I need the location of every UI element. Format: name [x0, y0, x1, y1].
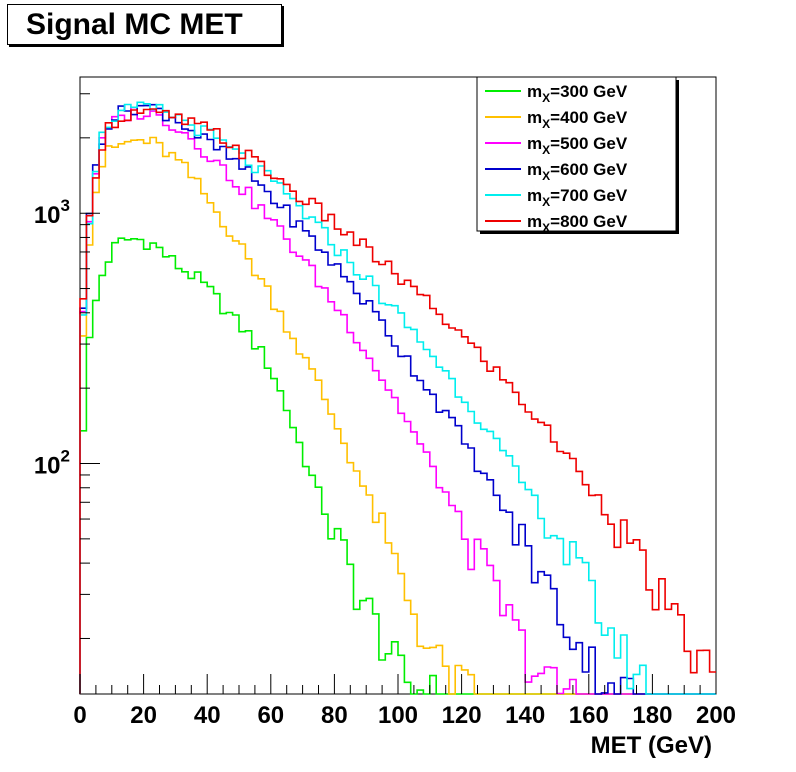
chart-title: Signal MC MET — [26, 8, 243, 41]
legend-entry-label: mX=300 GeV — [527, 82, 628, 105]
legend-box — [476, 76, 677, 232]
x-tick-label: 140 — [505, 702, 545, 729]
x-tick-label: 20 — [130, 702, 157, 729]
y-tick-label: 102 — [34, 447, 70, 480]
histogram-series-3 — [79, 106, 716, 695]
legend-entry-label: mX=700 GeV — [527, 186, 628, 209]
x-tick-label: 40 — [194, 702, 221, 729]
chart-title-box: Signal MC MET — [7, 4, 282, 45]
x-tick-label: 100 — [378, 702, 418, 729]
histogram-series-6 — [79, 108, 716, 694]
histogram-series-2 — [79, 136, 716, 695]
legend-entry-label: mX=800 GeV — [527, 212, 628, 235]
legend-entry-label: mX=400 GeV — [527, 108, 628, 131]
legend-entry-label: mX=600 GeV — [527, 160, 628, 183]
x-tick-label: 120 — [442, 702, 482, 729]
histogram-series-4 — [79, 103, 716, 695]
x-tick-label: 160 — [569, 702, 609, 729]
x-tick-label: 200 — [696, 702, 736, 729]
x-tick-label: 0 — [73, 702, 86, 729]
x-tick-label: 180 — [632, 702, 672, 729]
x-tick-label: 60 — [257, 702, 284, 729]
x-axis-label: MET (GeV) — [591, 732, 712, 759]
x-tick-label: 80 — [321, 702, 348, 729]
y-tick-label: 103 — [34, 196, 70, 229]
legend-entry-label: mX=500 GeV — [527, 134, 628, 157]
